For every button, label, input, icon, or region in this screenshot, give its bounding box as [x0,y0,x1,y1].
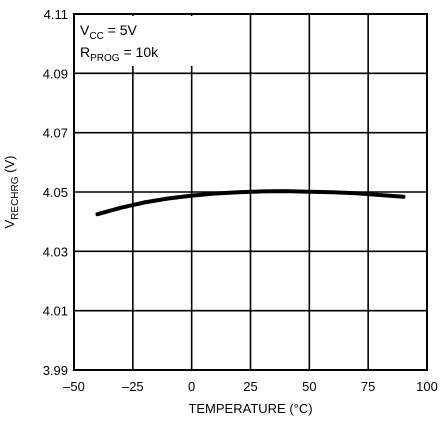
series-line [95,189,406,217]
y-axis-title: VRECHRG (V) [2,156,21,229]
y-tick-label: 4.07 [43,126,68,141]
y-tick-label: 4.01 [43,304,68,319]
x-tick-label: 25 [243,379,257,394]
annotation-box: VCC = 5V RPROG = 10k [76,16,194,66]
tick-labels: –50 –25 0 25 50 75 100 4.11 4.09 4.07 4.05 4.03 4.01… [43,7,438,394]
x-tick-label: 75 [361,379,375,394]
x-tick-label: 50 [302,379,316,394]
y-tick-label: 4.09 [43,66,68,81]
y-tick-label: 4.05 [43,185,68,200]
annotation-rprog: RPROG = 10k [80,44,159,64]
plot-frame [73,13,428,371]
y-tick-label: 3.99 [43,363,68,378]
y-tick-label: 4.03 [43,244,68,259]
x-tick-label: –50 [63,379,85,394]
x-tick-label: 0 [188,379,195,394]
annotation-background [76,16,194,66]
annotation-vcc: VCC = 5V [80,22,138,42]
x-tick-label: –25 [122,379,144,394]
y-tick-label: 4.11 [44,7,68,22]
x-axis-title: TEMPERATURE (°C) [188,401,312,416]
grid [74,14,427,370]
x-tick-label: 100 [416,379,438,394]
